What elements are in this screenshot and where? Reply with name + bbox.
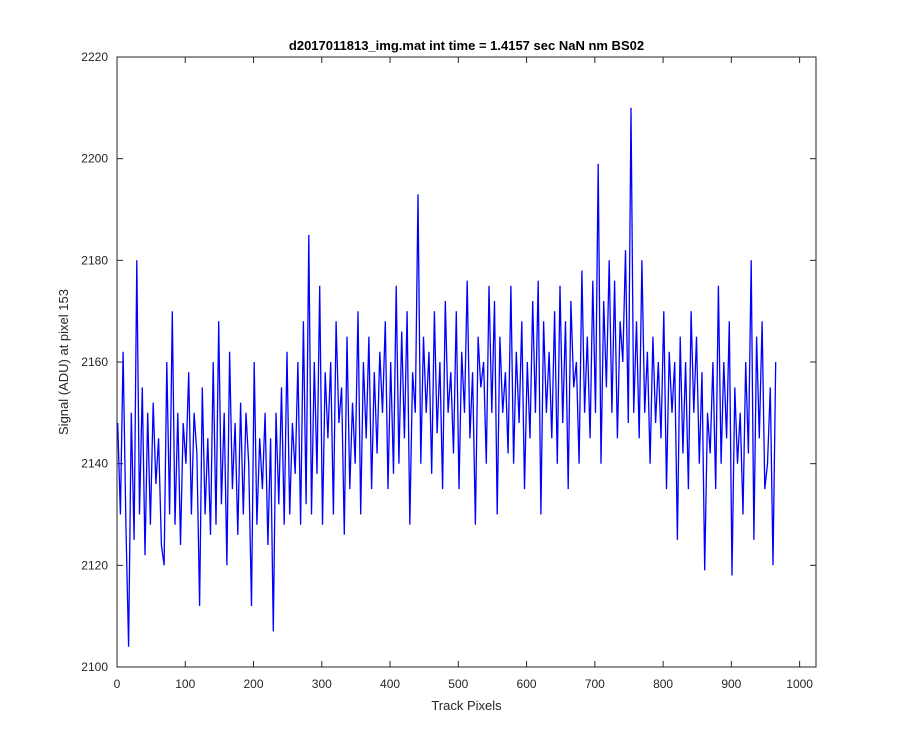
chart-title: d2017011813_img.mat int time = 1.4157 se… (289, 38, 644, 53)
y-tick-label: 2100 (81, 660, 108, 674)
y-tick-label: 2140 (81, 457, 108, 471)
x-tick-label: 200 (244, 677, 264, 691)
x-tick-label: 500 (448, 677, 468, 691)
signal-series-line (117, 107, 777, 647)
y-tick-label: 2200 (81, 152, 108, 166)
x-tick-label: 600 (517, 677, 537, 691)
x-tick-label: 100 (175, 677, 195, 691)
series-layer (117, 107, 777, 647)
y-tick-label: 2160 (81, 355, 108, 369)
y-tick-label: 2120 (81, 558, 108, 572)
x-tick-label: 700 (585, 677, 605, 691)
y-axis-label: Signal (ADU) at pixel 153 (56, 289, 71, 435)
x-tick-label: 1000 (786, 677, 813, 691)
x-tick-label: 800 (653, 677, 673, 691)
tick-layer: 0 100 200 300 400 500 600 700 800 900 1000 2100 2120… (81, 50, 816, 691)
x-tick-label: 0 (114, 677, 121, 691)
y-tick-label: 2180 (81, 253, 108, 267)
y-tick-label: 2220 (81, 50, 108, 64)
x-tick-label: 300 (312, 677, 332, 691)
x-axis-label: Track Pixels (431, 698, 502, 713)
plot-area (116, 56, 817, 668)
x-tick-label: 400 (380, 677, 400, 691)
x-tick-label: 900 (721, 677, 741, 691)
